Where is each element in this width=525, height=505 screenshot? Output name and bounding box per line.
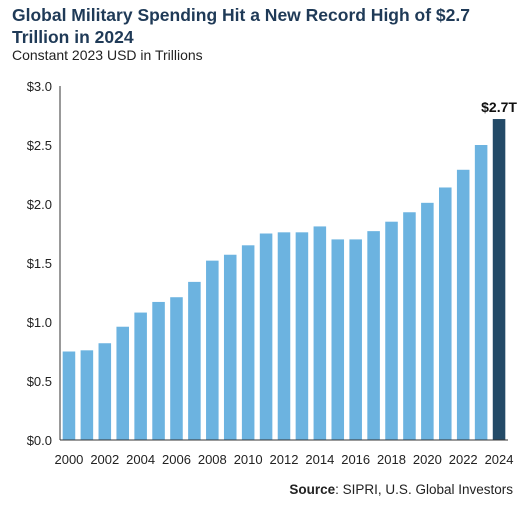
x-tick-label: 2016: [341, 452, 370, 467]
y-tick-label: $0.0: [27, 433, 52, 448]
chart-subtitle: Constant 2023 USD in Trillions: [12, 47, 203, 63]
bar-2022: [456, 169, 470, 440]
bar-2019: [403, 212, 416, 440]
bar-2018: [385, 221, 398, 440]
bar-2012: [277, 232, 291, 440]
bar-2014: [313, 226, 327, 440]
bar-2015: [331, 239, 345, 440]
x-tick-label: 2012: [270, 452, 299, 467]
bar-2007: [188, 281, 201, 440]
y-tick-label: $1.0: [27, 315, 52, 330]
bar-2009: [223, 254, 237, 440]
bar-2017: [367, 231, 380, 440]
bar-2024: [492, 119, 506, 440]
y-tick-label: $2.0: [27, 197, 52, 212]
bar-2013: [295, 232, 309, 440]
source-note: Source: SIPRI, U.S. Global Investors: [289, 482, 513, 497]
x-tick-label: 2022: [449, 452, 478, 467]
source-text: : SIPRI, U.S. Global Investors: [335, 482, 513, 497]
bar-2021: [439, 187, 452, 440]
bar-2008: [206, 260, 219, 440]
x-tick-label: 2000: [54, 452, 83, 467]
bar-2020: [421, 202, 434, 440]
x-tick-label: 2020: [413, 452, 442, 467]
y-tick-label: $3.0: [27, 79, 52, 94]
x-tick-label: 2004: [126, 452, 155, 467]
y-tick-label: $0.5: [27, 374, 52, 389]
bar-2001: [80, 350, 94, 440]
bar-2006: [170, 297, 183, 440]
x-tick-label: 2010: [234, 452, 263, 467]
x-tick-label: 2002: [90, 452, 119, 467]
bar-2003: [116, 326, 129, 440]
x-tick-label: 2006: [162, 452, 191, 467]
bar-2000: [62, 351, 76, 440]
bar-2023: [474, 145, 488, 440]
bar-2016: [349, 239, 362, 440]
source-label: Source: [289, 482, 336, 497]
y-tick-label: $1.5: [27, 256, 52, 271]
data-label-2024: $2.7T: [481, 99, 517, 115]
chart-title: Global Military Spending Hit a New Recor…: [12, 5, 470, 47]
bar-2005: [152, 301, 165, 440]
bar-2010: [241, 245, 255, 440]
x-tick-label: 2024: [485, 452, 514, 467]
bar-2002: [98, 343, 112, 440]
bar-2011: [259, 233, 273, 440]
y-tick-label: $2.5: [27, 138, 52, 153]
x-tick-label: 2018: [377, 452, 406, 467]
bar-2004: [134, 312, 147, 440]
x-tick-label: 2008: [198, 452, 227, 467]
x-tick-label: 2014: [305, 452, 334, 467]
